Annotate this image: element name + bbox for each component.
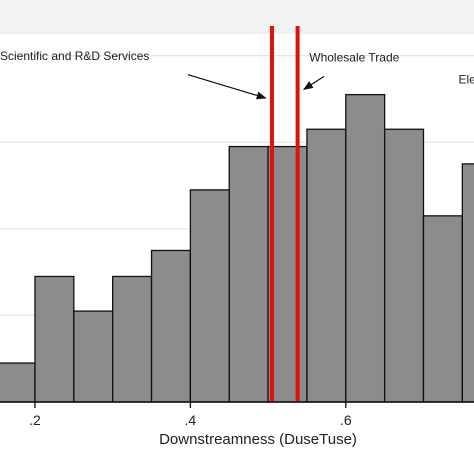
- x-axis: .2 .4 .6 Downstreamness (DuseTuse): [0, 401, 474, 448]
- histogram-bar-11: [422, 215, 463, 403]
- annotation-label-1: Wholesale Trade: [309, 51, 399, 65]
- histogram-bar-3: [112, 275, 153, 403]
- histogram-bar-12: [461, 163, 474, 403]
- histogram-bar-6: [228, 145, 269, 403]
- annotations: Scientific and R&D Services Wholesale Tra…: [0, 49, 474, 100]
- x-tick-label-0: .2: [29, 412, 41, 428]
- plot-top-band: [0, 0, 474, 34]
- annotation-arrow-0: [187, 74, 267, 100]
- histogram-bar-0: [0, 362, 36, 403]
- histogram-bar-2: [73, 310, 114, 403]
- histogram-bar-4: [150, 249, 192, 403]
- x-tick-label-1: .4: [185, 412, 197, 428]
- histogram-bar-10: [383, 128, 425, 403]
- histogram-bar-8: [306, 128, 347, 403]
- annotation-label-2: Elec: [458, 72, 474, 86]
- histogram-bar-1: [34, 275, 75, 403]
- histogram-bar-7: [267, 145, 308, 403]
- x-axis-title: Downstreamness (DuseTuse): [159, 431, 357, 448]
- x-tick-label-2: .6: [340, 412, 352, 428]
- reference-lines: [269, 26, 300, 402]
- annotation-arrow-1: [302, 75, 325, 90]
- histogram-bars: [0, 93, 474, 403]
- histogram-bar-9: [345, 93, 386, 403]
- histogram-bar-5: [189, 189, 230, 403]
- annotation-label-0: Scientific and R&D Services: [0, 49, 149, 63]
